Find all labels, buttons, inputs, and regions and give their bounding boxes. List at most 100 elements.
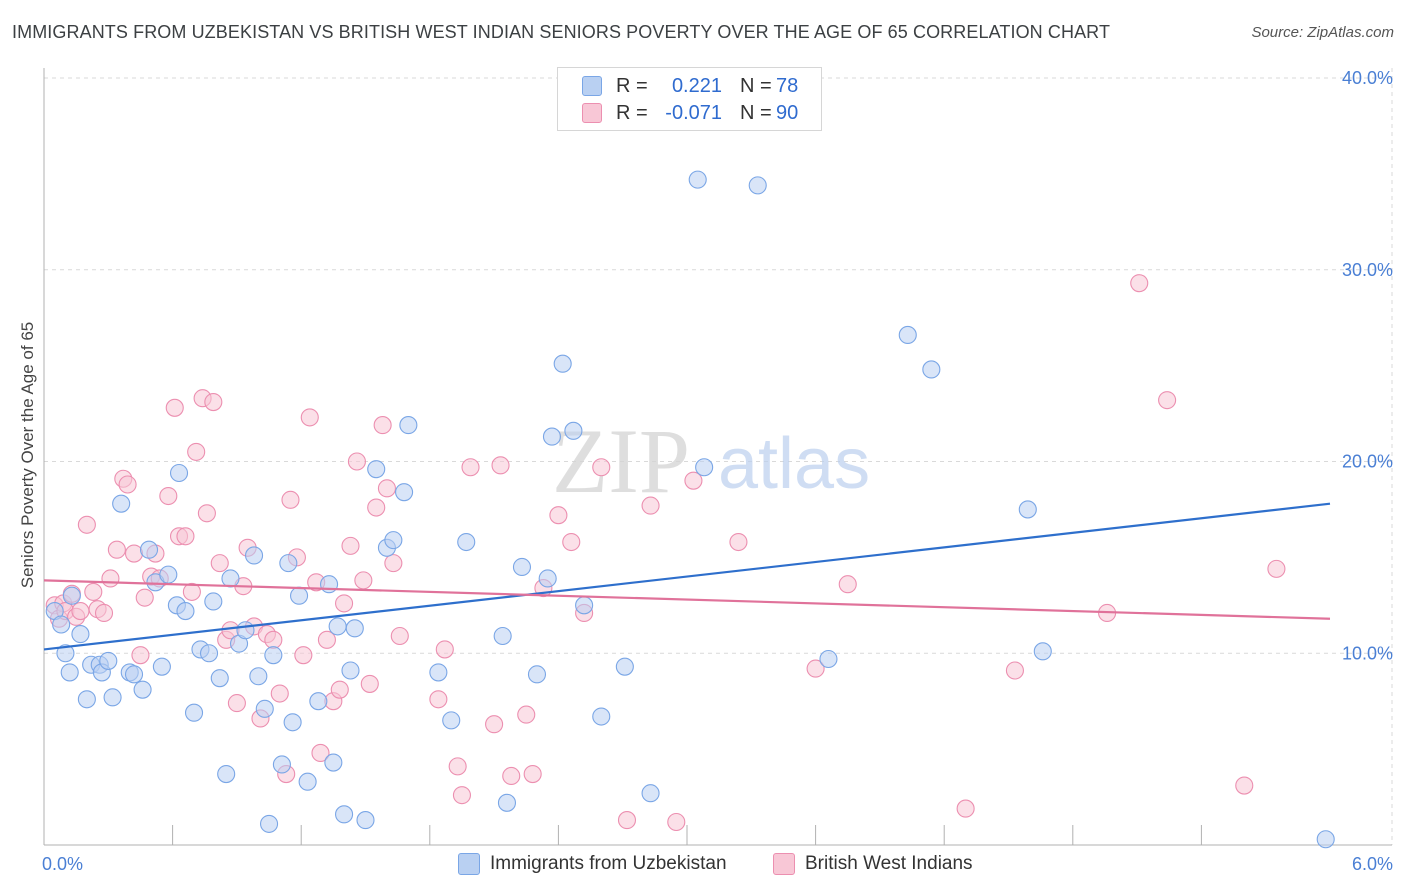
- source-label: Source: ZipAtlas.com: [1251, 24, 1394, 41]
- point-uzbekistan: [124, 665, 144, 684]
- tick-labels: 10.0% 20.0% 30.0% 40.0% 0.0% 6.0%: [42, 68, 1393, 874]
- legend-r-value: 0.221: [671, 74, 722, 97]
- point-british-west-indians: [485, 715, 504, 734]
- legend-r-value: -0.071: [665, 101, 722, 124]
- point-british-west-indians: [806, 659, 825, 678]
- point-british-west-indians: [1158, 391, 1177, 410]
- point-british-west-indians: [118, 475, 137, 494]
- y-tick-label: 20.0%: [1342, 452, 1393, 472]
- point-british-west-indians: [667, 812, 686, 832]
- point-british-west-indians: [502, 766, 521, 786]
- point-british-west-indians: [354, 571, 373, 590]
- point-british-west-indians: [335, 594, 354, 613]
- point-uzbekistan: [442, 711, 461, 730]
- point-uzbekistan: [272, 755, 291, 774]
- point-uzbekistan: [429, 663, 448, 682]
- point-british-west-indians: [838, 575, 857, 594]
- point-british-west-indians: [294, 646, 313, 665]
- point-uzbekistan: [283, 713, 302, 732]
- point-uzbekistan: [592, 707, 611, 726]
- point-uzbekistan: [641, 784, 660, 803]
- point-british-west-indians: [311, 743, 330, 763]
- point-uzbekistan: [367, 460, 386, 479]
- point-uzbekistan: [56, 644, 75, 663]
- y-tick-label: 10.0%: [1342, 643, 1393, 663]
- legend-n-value: 78: [776, 74, 799, 97]
- point-uzbekistan: [255, 699, 274, 718]
- legend-n-value: 90: [776, 101, 799, 124]
- point-british-west-indians: [1267, 559, 1286, 578]
- point-british-west-indians: [1235, 776, 1254, 795]
- bottom-legend-label-bwi: British West Indians: [805, 853, 973, 874]
- point-british-west-indians: [197, 504, 216, 523]
- point-uzbekistan: [356, 811, 375, 830]
- point-uzbekistan: [493, 626, 512, 646]
- point-british-west-indians: [367, 498, 386, 517]
- point-uzbekistan: [210, 669, 229, 688]
- point-british-west-indians: [956, 799, 975, 818]
- point-uzbekistan: [309, 692, 328, 711]
- point-uzbekistan: [553, 354, 572, 373]
- point-british-west-indians: [94, 603, 114, 623]
- point-british-west-indians: [448, 757, 467, 776]
- point-uzbekistan: [512, 557, 532, 577]
- bottom-legend-swatch-blue: [458, 853, 480, 875]
- point-british-west-indians: [491, 456, 510, 475]
- point-uzbekistan: [279, 554, 298, 573]
- point-british-west-indians: [1130, 274, 1149, 293]
- point-british-west-indians: [317, 630, 336, 649]
- point-uzbekistan: [497, 793, 517, 812]
- point-uzbekistan: [1033, 642, 1052, 661]
- point-uzbekistan: [244, 546, 264, 565]
- point-uzbekistan: [688, 170, 707, 189]
- point-uzbekistan: [328, 617, 347, 636]
- point-uzbekistan: [77, 690, 96, 709]
- point-british-west-indians: [270, 684, 289, 703]
- point-british-west-indians: [562, 532, 581, 552]
- point-british-west-indians: [107, 540, 126, 559]
- point-british-west-indians: [377, 479, 396, 498]
- point-uzbekistan: [335, 805, 354, 824]
- point-british-west-indians: [641, 496, 660, 515]
- point-uzbekistan: [169, 463, 189, 483]
- point-uzbekistan: [221, 569, 240, 588]
- bottom-legend-label-uzbekistan: Immigrants from Uzbekistan: [490, 853, 727, 874]
- point-uzbekistan: [199, 644, 219, 663]
- point-uzbekistan: [133, 680, 152, 699]
- point-british-west-indians: [384, 554, 403, 573]
- bottom-legend-uzbekistan: Immigrants from Uzbekistan: [458, 852, 727, 876]
- x-tick-label: 6.0%: [1352, 854, 1393, 874]
- point-uzbekistan: [922, 360, 941, 379]
- y-tick-label: 40.0%: [1342, 68, 1393, 88]
- point-british-west-indians: [373, 416, 392, 435]
- point-uzbekistan: [236, 621, 255, 640]
- point-uzbekistan: [527, 665, 547, 684]
- correlation-legend: R = 0.221 N = 78 R = -0.071 N = 90: [557, 67, 822, 131]
- watermark-atlas: atlas: [718, 424, 870, 504]
- point-uzbekistan: [184, 703, 204, 722]
- chart-title: IMMIGRANTS FROM UZBEKISTAN VS BRITISH WE…: [12, 22, 1111, 42]
- point-british-west-indians: [165, 398, 184, 417]
- grid-lines: [44, 68, 1393, 845]
- bottom-legend-swatch-pink: [773, 853, 795, 875]
- point-uzbekistan: [575, 596, 594, 615]
- point-uzbekistan: [99, 651, 118, 670]
- point-uzbekistan: [217, 765, 236, 784]
- point-uzbekistan: [60, 663, 79, 682]
- legend-swatch-blue: [582, 76, 602, 96]
- point-british-west-indians: [187, 442, 206, 461]
- point-british-west-indians: [592, 458, 611, 477]
- point-uzbekistan: [259, 814, 279, 833]
- point-british-west-indians: [523, 765, 542, 784]
- y-tick-label: 30.0%: [1342, 260, 1393, 280]
- point-british-west-indians: [159, 486, 178, 506]
- point-british-west-indians: [300, 408, 319, 427]
- point-uzbekistan: [615, 657, 634, 676]
- legend-swatch-pink: [582, 103, 602, 123]
- legend-n-label: N =: [740, 74, 772, 97]
- point-uzbekistan: [139, 540, 159, 559]
- point-british-west-indians: [210, 554, 229, 573]
- point-british-west-indians: [84, 582, 103, 601]
- point-uzbekistan: [399, 416, 418, 435]
- point-uzbekistan: [695, 458, 714, 477]
